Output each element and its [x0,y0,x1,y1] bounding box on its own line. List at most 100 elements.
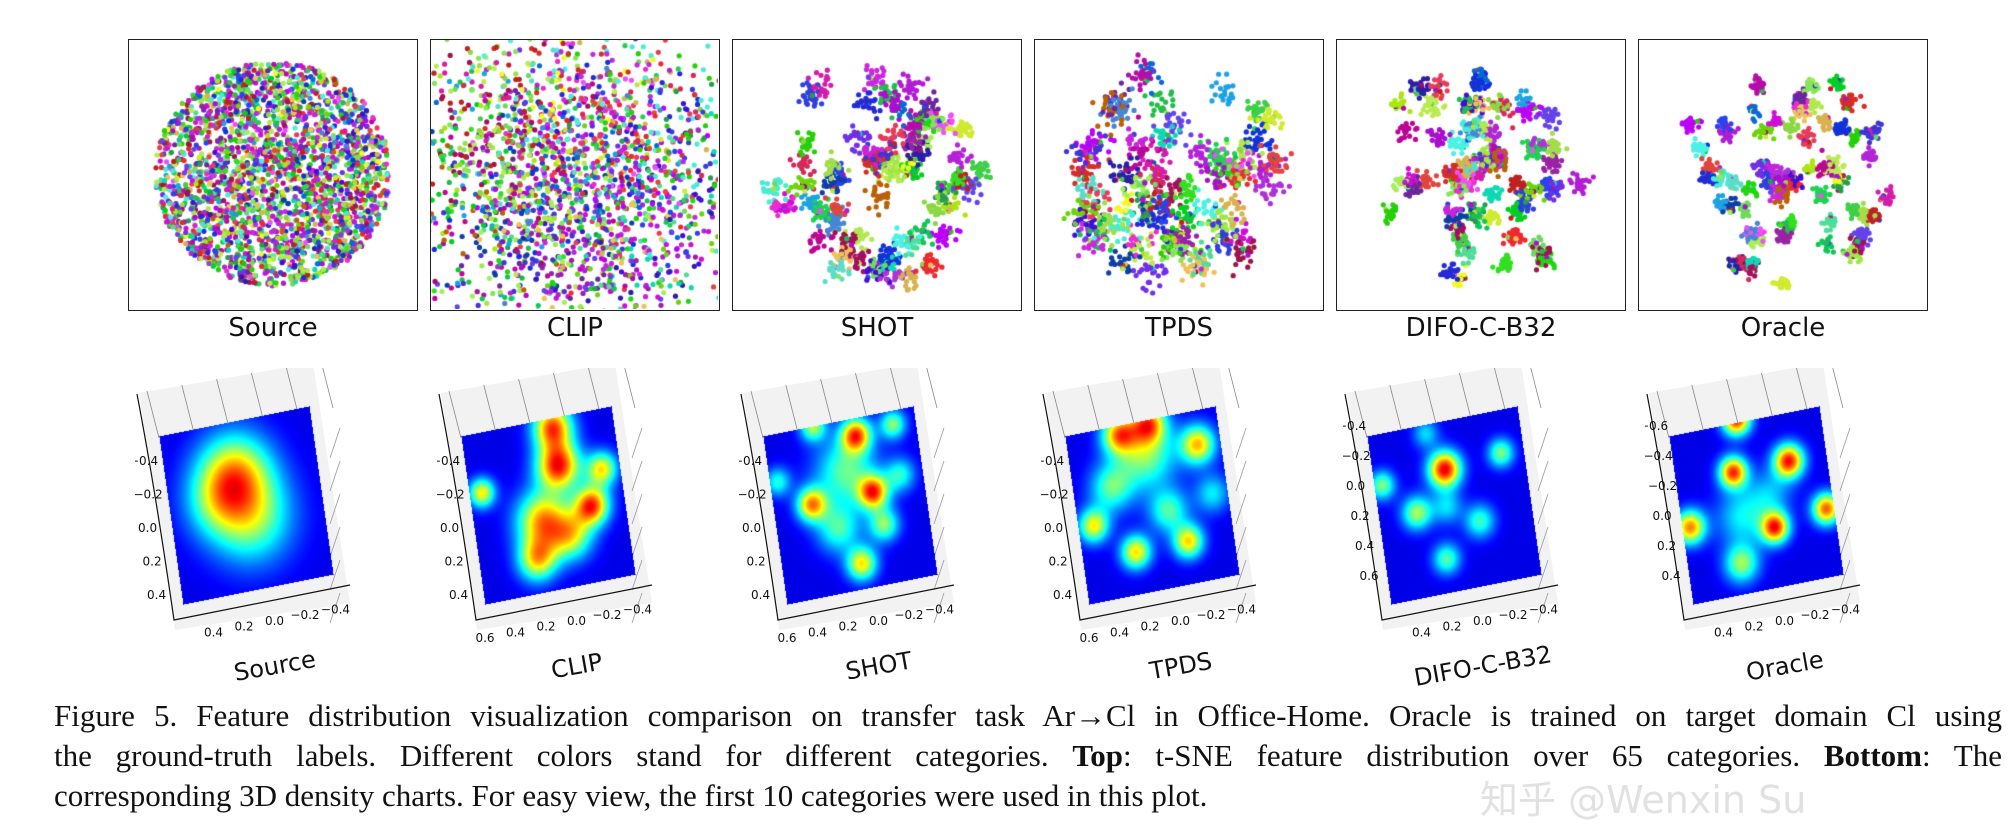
tsne-scatter-points [1035,40,1322,309]
caption-text: the ground-truth labels. Different color… [54,738,1073,773]
tsne-scatter-points [129,40,416,309]
y-tick-label: −0.2 [1343,449,1371,463]
density-surface [1645,368,1885,668]
tick-labels: −0.4−0.20.00.20.40.60.40.20.0−0.2−0.4DIF… [1343,419,1558,692]
y-tick-label: 0.4 [1355,539,1374,553]
density-plot-title: TPDS [1146,647,1214,686]
y-tick-label: −0.2 [739,488,767,502]
y-tick-label: −0.2 [1648,479,1677,493]
y-tick-label: 0.2 [1351,509,1370,523]
x-tick-label: 0.4 [808,625,827,639]
x-tick-label: 0.0 [1775,614,1794,628]
caption-text: : t-SNE feature distribution over 65 cat… [1122,738,1824,773]
x-tick-label: 0.2 [1442,620,1461,634]
y-tick-label: 0.2 [1049,555,1068,569]
tsne-label: DIFO-C-B32 [1405,313,1557,343]
tsne-plot-source [128,39,418,311]
x-tick-label: −0.2 [894,608,923,622]
x-tick-label: 0.2 [838,620,857,634]
x-tick-label: 0.4 [1110,625,1129,639]
density-plot-oracle: −0.6−0.4−0.20.00.20.40.40.20.0−0.2−0.4Or… [1645,368,1885,687]
y-tick-label: 0.0 [1044,521,1063,535]
x-tick-label: −0.4 [1831,603,1860,617]
density-surface [1343,368,1583,668]
y-tick-label: −0.4 [135,454,158,468]
y-tick-label: −0.2 [437,488,465,502]
y-tick-label: −0.4 [437,454,460,468]
x-tick-label: −0.2 [592,608,621,622]
density-plot-title: DIFO-C-B32 [1412,640,1554,692]
x-tick-label: 0.2 [1744,620,1763,634]
y-tick-label: 0.0 [742,521,761,535]
density-plot-shot: −0.4−0.20.00.20.40.60.40.20.0−0.2−0.4SHO… [739,368,979,686]
x-tick-label: −0.2 [1498,608,1527,622]
tsne-plot-clip [430,39,720,311]
x-tick-label: −0.4 [925,603,954,617]
caption-bold-bottom: Bottom [1823,738,1922,773]
tsne-scatter-points [1337,40,1624,309]
density-plot-title: CLIP [549,648,605,685]
y-tick-label: −0.2 [1041,488,1069,502]
y-tick-label: 0.0 [1346,479,1365,493]
tsne-label: TPDS [1144,313,1214,343]
caption-bold-top: Top [1072,738,1123,773]
tick-labels: −0.6−0.4−0.20.00.20.40.40.20.0−0.2−0.4Or… [1645,419,1860,687]
y-tick-label: 0.0 [1653,509,1672,523]
caption-line-3: corresponding 3D density charts. For eas… [54,778,1208,813]
caption-text: : The [1922,738,2003,773]
y-tick-label: 0.2 [1657,539,1676,553]
x-tick-label: 0.4 [1714,625,1733,639]
x-tick-label: 0.2 [1140,620,1159,634]
x-tick-label: 0.0 [265,614,284,628]
x-tick-label: 0.6 [475,631,494,645]
tsne-label: SHOT [840,313,914,343]
x-tick-label: 0.2 [234,620,253,634]
y-tick-label: −0.4 [1645,449,1673,463]
x-tick-label: 0.6 [777,631,796,645]
tsne-plot-shot [732,39,1022,311]
y-tick-label: 0.4 [1053,588,1072,602]
density-surface [437,368,677,668]
tsne-plot-oracle [1638,39,1928,311]
density-surface [739,368,979,668]
x-tick-label: −0.4 [321,603,350,617]
density-plot-clip: −0.4−0.20.00.20.40.60.40.20.0−0.2−0.4CLI… [437,368,677,684]
density-surface [1041,368,1281,668]
density-plot-tpds: −0.4−0.20.00.20.40.60.40.20.0−0.2−0.4TPD… [1041,368,1281,685]
caption-line-2: the ground-truth labels. Different color… [54,736,2002,776]
tsne-label: Source [228,313,318,343]
x-tick-label: 0.0 [1171,614,1190,628]
tsne-scatter-points [1639,40,1926,309]
tsne-plot-tpds [1034,39,1324,311]
x-tick-label: −0.4 [623,603,652,617]
x-tick-label: 0.4 [204,625,223,639]
x-tick-label: 0.0 [869,614,888,628]
x-tick-label: 0.2 [536,620,555,634]
y-tick-label: −0.2 [135,488,163,502]
density-plot-title: Source [232,645,318,687]
caption-line-1: Figure 5. Feature distribution visualiza… [54,698,2002,733]
y-tick-label: −0.6 [1645,419,1668,433]
y-tick-label: 0.4 [1662,569,1681,583]
y-tick-label: 0.2 [445,555,464,569]
figure-caption: Figure 5. Feature distribution visualiza… [54,696,2002,816]
y-tick-label: 0.2 [747,555,766,569]
density-plot-title: Oracle [1744,645,1826,686]
x-tick-label: 0.4 [1412,625,1431,639]
density-surface [135,368,375,668]
y-tick-label: 0.6 [1360,569,1379,583]
density-plot-difo-c-b32: −0.4−0.20.00.20.40.60.40.20.0−0.2−0.4DIF… [1343,368,1583,692]
x-tick-label: −0.2 [290,608,319,622]
y-tick-label: 0.4 [449,588,468,602]
tsne-label: Oracle [1740,313,1826,343]
y-tick-label: 0.0 [440,521,459,535]
tick-labels: −0.4−0.20.00.20.40.60.40.20.0−0.2−0.4CLI… [437,454,652,685]
x-tick-label: −0.4 [1227,603,1256,617]
x-tick-label: 0.4 [506,625,525,639]
y-tick-label: −0.4 [1343,419,1366,433]
y-tick-label: −0.4 [1041,454,1064,468]
x-tick-label: −0.4 [1529,603,1558,617]
tick-labels: −0.4−0.20.00.20.40.60.40.20.0−0.2−0.4TPD… [1041,454,1256,686]
